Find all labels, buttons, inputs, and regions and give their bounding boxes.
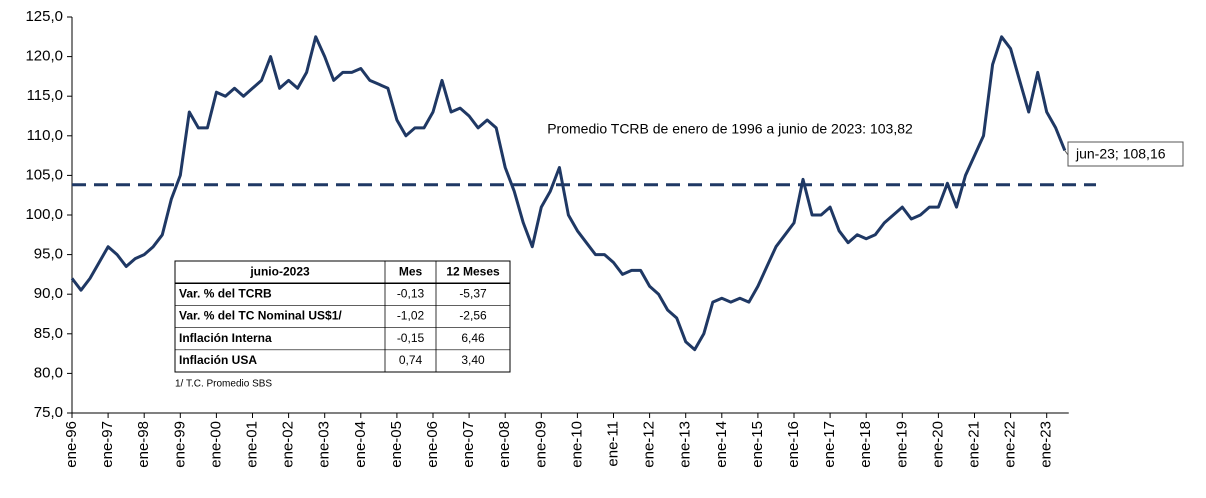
x-tick-label: ene-08 [496, 421, 513, 468]
table-header: Mes [399, 264, 423, 278]
y-tick-label: 95,0 [34, 246, 63, 263]
x-tick-label: ene-01 [243, 421, 260, 468]
table-cell: -0,13 [397, 286, 425, 300]
x-tick-label: ene-22 [1002, 421, 1019, 468]
x-tick-label: ene-04 [352, 421, 369, 468]
x-tick-label: ene-03 [316, 421, 333, 468]
x-tick-label: ene-09 [532, 421, 549, 468]
y-tick-label: 80,0 [34, 364, 63, 381]
y-tick-label: 115,0 [27, 87, 63, 104]
footnote: 1/ T.C. Promedio SBS [175, 379, 272, 390]
y-tick-label: 85,0 [34, 325, 63, 342]
x-tick-label: ene-18 [857, 421, 874, 468]
table-cell: -0,15 [397, 331, 425, 345]
y-tick-label: 90,0 [34, 285, 63, 302]
x-tick-label: ene-98 [135, 421, 152, 468]
table-cell: 0,74 [399, 353, 423, 367]
average-label: Promedio TCRB de enero de 1996 a junio d… [547, 121, 913, 137]
x-tick-label: ene-15 [749, 421, 766, 468]
leader-line [1064, 150, 1069, 156]
x-tick-label: ene-14 [713, 421, 730, 468]
table-cell: -5,37 [459, 286, 487, 300]
last-label-box [1067, 141, 1184, 167]
table-row-label: Inflación Interna [179, 331, 272, 345]
y-tick-label: 125,0 [25, 8, 63, 25]
x-tick-label: ene-07 [460, 421, 477, 468]
table-bg [174, 260, 511, 373]
y-tick-label: 110,0 [27, 127, 63, 144]
x-tick-label: ene-17 [821, 421, 838, 468]
x-tick-label: ene-06 [424, 421, 441, 468]
x-tick-label: ene-12 [641, 421, 658, 468]
x-tick-label: ene-10 [568, 421, 585, 468]
x-tick-label: ene-96 [63, 421, 80, 468]
x-tick-label: ene-20 [929, 421, 946, 468]
x-tick-label: ene-13 [677, 421, 694, 468]
x-tick-label: ene-23 [1038, 421, 1055, 468]
x-tick-label: ene-00 [207, 421, 224, 468]
x-tick-label: ene-99 [171, 421, 188, 468]
y-tick-label: 100,0 [25, 206, 63, 223]
table-header: junio-2023 [249, 264, 310, 278]
table-cell: 3,40 [461, 353, 485, 367]
table-row-label: Var. % del TCRB [179, 286, 272, 300]
table-header: 12 Meses [446, 264, 500, 278]
x-tick-label: ene-21 [965, 421, 982, 468]
y-tick-label: 105,0 [25, 166, 63, 183]
table-cell: -1,02 [397, 309, 425, 323]
line [70, 35, 1067, 352]
last-label: jun-23; 108,16 [1075, 146, 1166, 162]
x-tick-label: ene-19 [893, 421, 910, 468]
summary-table: junio-2023 Mes 12 Meses Var. % del TCRB -0,1… [174, 260, 511, 373]
y-tick-label: 120,0 [25, 48, 63, 65]
y-tick-label: 75,0 [34, 404, 63, 421]
x-tick-label: ene-11 [604, 421, 621, 467]
table-row-label: Var. % del TC Nominal US$1/ [179, 309, 342, 323]
x-tick-label: ene-16 [785, 421, 802, 468]
x-tick-label: ene-05 [388, 421, 405, 468]
table-cell: 6,46 [461, 331, 485, 345]
x-tick-label: ene-97 [99, 421, 116, 468]
table-cell: -2,56 [459, 309, 487, 323]
x-tick-label: ene-02 [280, 421, 297, 468]
table-row-label: Inflación USA [179, 353, 257, 367]
